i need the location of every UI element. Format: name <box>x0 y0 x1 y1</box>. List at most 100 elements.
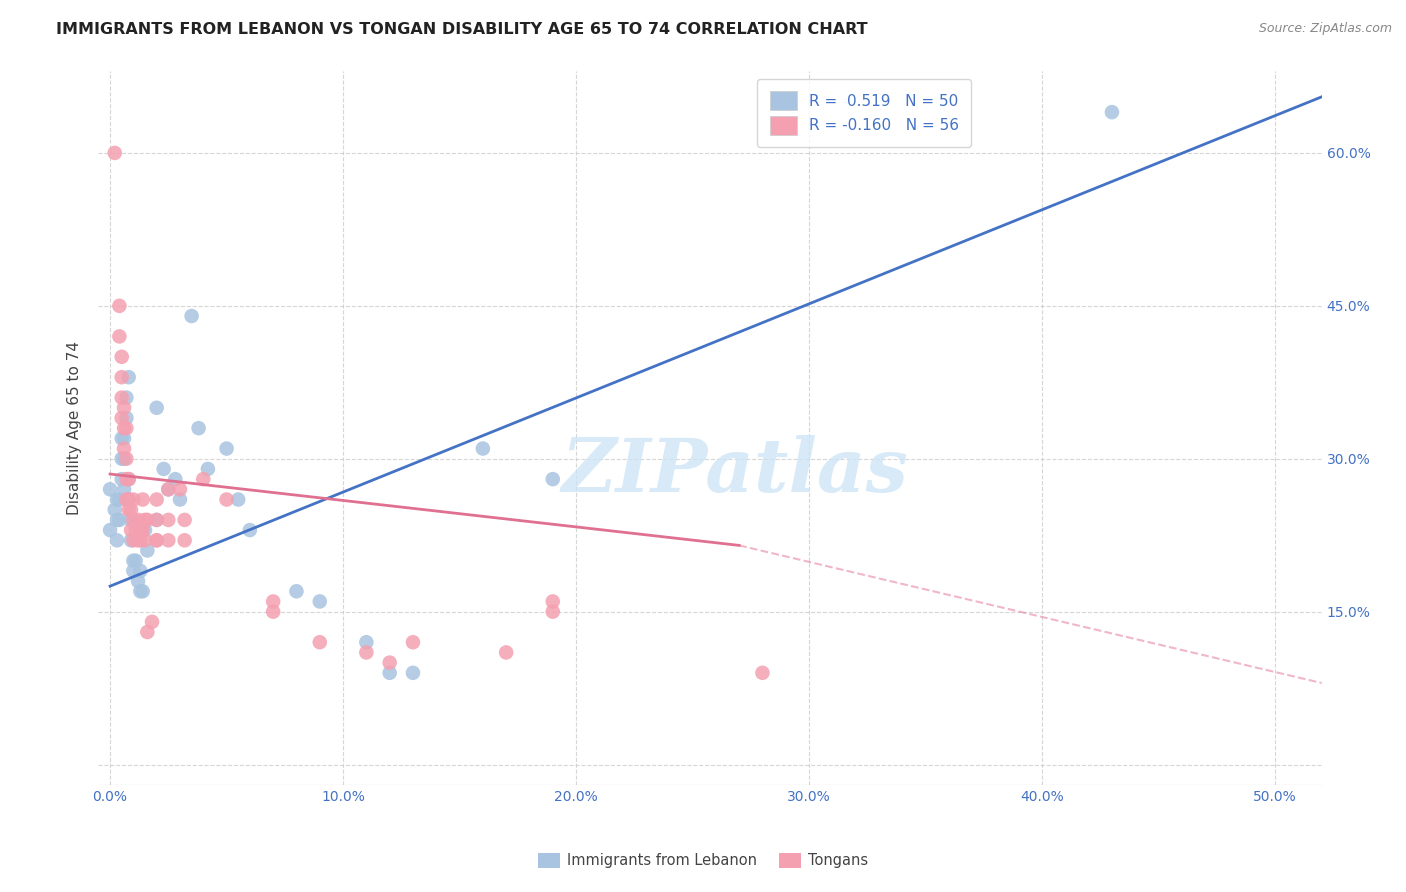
Point <box>134 523 156 537</box>
Point <box>145 533 167 548</box>
Point <box>108 299 131 313</box>
Point <box>226 492 249 507</box>
Point <box>402 665 425 680</box>
Point <box>145 513 167 527</box>
Point <box>115 391 138 405</box>
Point <box>122 564 145 578</box>
Point <box>118 502 141 516</box>
Legend: R =  0.519   N = 50, R = -0.160   N = 56: R = 0.519 N = 50, R = -0.160 N = 56 <box>758 79 972 147</box>
Point <box>356 645 378 659</box>
Point <box>136 513 159 527</box>
Point <box>308 594 330 608</box>
Point <box>104 145 127 160</box>
Point <box>125 554 148 568</box>
Text: IMMIGRANTS FROM LEBANON VS TONGAN DISABILITY AGE 65 TO 74 CORRELATION CHART: IMMIGRANTS FROM LEBANON VS TONGAN DISABI… <box>56 22 868 37</box>
Point <box>115 451 138 466</box>
Point <box>112 431 135 445</box>
Point <box>118 472 141 486</box>
Point <box>108 492 131 507</box>
Point <box>541 605 564 619</box>
Point <box>98 483 121 497</box>
Point <box>127 513 149 527</box>
Point <box>127 574 149 588</box>
Point <box>112 442 135 456</box>
Y-axis label: Disability Age 65 to 74: Disability Age 65 to 74 <box>67 341 83 516</box>
Text: Source: ZipAtlas.com: Source: ZipAtlas.com <box>1258 22 1392 36</box>
Point <box>118 492 141 507</box>
Point <box>112 483 135 497</box>
Point <box>108 513 131 527</box>
Point <box>105 492 128 507</box>
Point <box>145 513 167 527</box>
Point <box>120 533 142 548</box>
Point <box>1101 105 1123 120</box>
Point <box>129 584 152 599</box>
Point <box>157 513 180 527</box>
Point <box>115 472 138 486</box>
Point <box>145 492 167 507</box>
Point <box>111 451 134 466</box>
Point <box>173 533 195 548</box>
Point <box>104 502 127 516</box>
Point <box>131 584 153 599</box>
Point <box>378 665 401 680</box>
Point <box>215 442 238 456</box>
Point <box>157 483 180 497</box>
Point <box>98 523 121 537</box>
Point <box>118 472 141 486</box>
Point <box>122 513 145 527</box>
Point <box>285 584 308 599</box>
Point <box>169 483 191 497</box>
Point <box>193 472 215 486</box>
Point <box>111 431 134 445</box>
Point <box>495 645 517 659</box>
Point <box>157 533 180 548</box>
Point <box>169 492 191 507</box>
Point <box>471 442 494 456</box>
Point <box>120 523 142 537</box>
Point <box>122 492 145 507</box>
Point <box>239 523 262 537</box>
Point <box>136 625 159 640</box>
Point <box>197 462 219 476</box>
Point <box>112 401 135 415</box>
Point <box>112 421 135 435</box>
Legend: Immigrants from Lebanon, Tongans: Immigrants from Lebanon, Tongans <box>530 846 876 876</box>
Point <box>173 513 195 527</box>
Point <box>356 635 378 649</box>
Text: ZIPatlas: ZIPatlas <box>561 434 908 508</box>
Point <box>134 513 156 527</box>
Point <box>120 513 142 527</box>
Point <box>308 635 330 649</box>
Point <box>402 635 425 649</box>
Point <box>180 309 202 323</box>
Point <box>115 492 138 507</box>
Point <box>118 370 141 384</box>
Point <box>111 370 134 384</box>
Point <box>115 411 138 425</box>
Point <box>215 492 238 507</box>
Point <box>129 564 152 578</box>
Point <box>118 492 141 507</box>
Point <box>105 533 128 548</box>
Point <box>105 513 128 527</box>
Point <box>125 523 148 537</box>
Point <box>111 350 134 364</box>
Point <box>541 594 564 608</box>
Point <box>165 472 187 486</box>
Point <box>129 533 152 548</box>
Point <box>129 523 152 537</box>
Point <box>152 462 174 476</box>
Point <box>136 543 159 558</box>
Point <box>262 605 284 619</box>
Point <box>122 533 145 548</box>
Point <box>122 554 145 568</box>
Point <box>145 533 167 548</box>
Point <box>108 329 131 343</box>
Point <box>131 492 153 507</box>
Point <box>157 483 180 497</box>
Point <box>120 502 142 516</box>
Point <box>134 533 156 548</box>
Point <box>111 411 134 425</box>
Point <box>187 421 209 435</box>
